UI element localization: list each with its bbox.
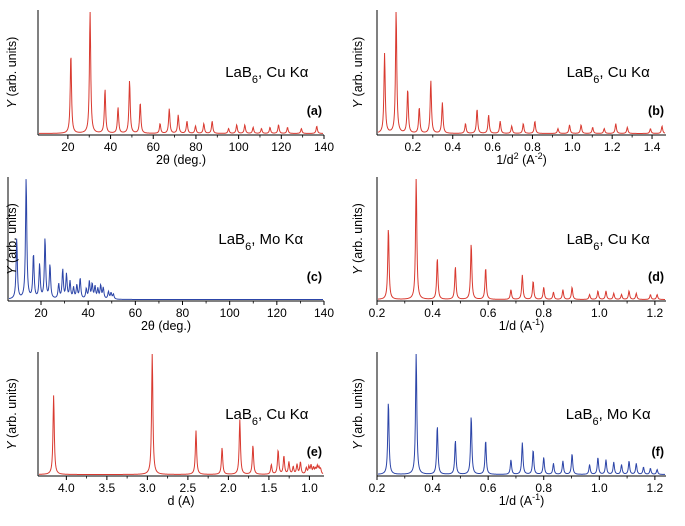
x-tick-label: 0.8: [535, 481, 552, 495]
x-tick-label: 100: [229, 140, 249, 154]
x-tick-label: 1.5: [261, 481, 278, 495]
x-tick-label: 0.2: [405, 140, 422, 154]
x-tick-label: 3.5: [99, 481, 116, 495]
x-tick-label: 0.4: [444, 140, 461, 154]
x-tick-label: 4.0: [58, 481, 75, 495]
panel-e: 4.0 3.5 3.0 2.5 2.0 1.5 1.0 d (A) Y (arb. units)…: [5, 352, 324, 508]
panel-label: (c): [307, 270, 322, 284]
y-axis-label: Y (arb. units): [5, 37, 19, 109]
x-axis-label: 2θ (deg.): [156, 153, 206, 167]
x-tick-label: 0.6: [480, 481, 497, 495]
panel-label: (a): [307, 104, 322, 118]
x-tick-label: 0.4: [424, 481, 441, 495]
x-tick-label: 20: [61, 140, 75, 154]
panel-a: 20 40 60 80 100 120 140 2θ (deg.) Y (arb. units)…: [5, 10, 334, 167]
x-tick-label: 0.2: [369, 306, 386, 320]
x-axis-label: 1/d2 (A-2): [496, 151, 547, 167]
panel-c: 20 40 60 80 100 120 140 2θ (deg.) Y (arb. units)…: [5, 177, 334, 333]
sample-annotation: LaB6, Cu Kα: [225, 406, 309, 428]
x-axis-label: 2θ (deg.): [141, 319, 191, 333]
y-axis-label: Y (arb. units): [351, 37, 365, 109]
x-tick-label: 2.0: [220, 481, 237, 495]
x-tick-label: 0.6: [480, 306, 497, 320]
x-tick-label: 120: [271, 140, 291, 154]
x-tick-label: 140: [314, 306, 334, 320]
sample-annotation: LaB6, Mo Kα: [566, 406, 651, 428]
panel-f: 0.2 0.4 0.6 0.8 1.0 1.2 1/d (A-1) Y (arb. units…: [351, 352, 666, 508]
x-axis-label: 1/d (A-1): [499, 317, 545, 333]
x-tick-label: 3.0: [139, 481, 156, 495]
sample-annotation: LaB6, Cu Kα: [567, 231, 651, 253]
x-tick-label: 0.8: [524, 140, 541, 154]
y-axis-label: Y (arb. units): [351, 203, 365, 275]
diffraction-series-line: [38, 11, 324, 134]
diffraction-series-line: [8, 179, 323, 301]
x-tick-label: 40: [104, 140, 118, 154]
sample-annotation: LaB6, Cu Kα: [567, 64, 651, 86]
x-tick-label: 0.8: [535, 306, 552, 320]
panel-label: (b): [648, 104, 664, 118]
x-tick-label: 40: [81, 306, 95, 320]
x-tick-label: 1.2: [647, 306, 664, 320]
x-tick-label: 1.2: [647, 481, 664, 495]
diffraction-series-line: [377, 353, 665, 475]
x-tick-label: 1.0: [591, 481, 608, 495]
x-tick-label: 140: [314, 140, 334, 154]
x-tick-label: 20: [34, 306, 48, 320]
x-tick-label: 80: [176, 306, 190, 320]
x-axis-label: 1/d (A-1): [499, 492, 545, 508]
x-tick-label: 2.5: [180, 481, 197, 495]
y-axis-label: Y (arb. units): [351, 378, 365, 450]
x-tick-label: 0.2: [369, 481, 386, 495]
y-axis-label: Y (arb. units): [5, 378, 19, 450]
y-axis-label: Y (arb. units): [5, 203, 19, 275]
x-tick-label: 100: [220, 306, 240, 320]
x-tick-label: 1.4: [644, 140, 661, 154]
panel-b: 0.2 0.4 0.6 0.8 1.0 1.2 1.4 1/d2 (A-2) Y (arb. u…: [351, 10, 666, 167]
x-axis-label: d (A): [167, 494, 194, 508]
x-tick-label: 1.0: [301, 481, 318, 495]
x-tick-label: 60: [147, 140, 161, 154]
x-tick-label: 60: [129, 306, 143, 320]
panel-d: 0.2 0.4 0.6 0.8 1.0 1.2 1/d (A-1) Y (arb. units…: [351, 177, 666, 333]
diffraction-series-line: [377, 11, 666, 134]
x-tick-label: 120: [267, 306, 287, 320]
panel-label: (f): [652, 445, 665, 459]
x-tick-label: 0.4: [424, 306, 441, 320]
x-tick-label: 0.6: [484, 140, 501, 154]
panel-label: (e): [307, 445, 322, 459]
x-tick-label: 1.0: [564, 140, 581, 154]
diffraction-series-line: [377, 178, 666, 300]
x-tick-label: 1.0: [591, 306, 608, 320]
sample-annotation: LaB6, Cu Kα: [225, 64, 309, 86]
x-tick-label: 1.2: [604, 140, 621, 154]
sample-annotation: LaB6, Mo Kα: [218, 231, 303, 253]
diffraction-series-line: [38, 353, 324, 475]
x-tick-label: 80: [189, 140, 203, 154]
panel-label: (d): [648, 270, 664, 284]
